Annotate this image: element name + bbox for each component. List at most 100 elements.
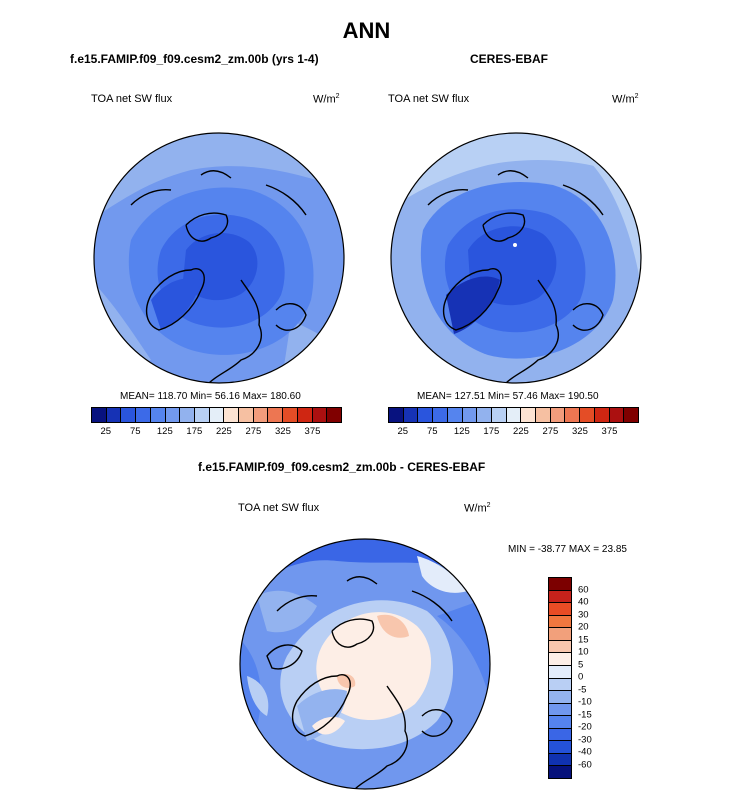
colorbar-swatch [549,691,571,704]
colorbar-swatch [549,603,571,616]
colorbar-tick-label: 225 [512,426,529,437]
right-colorbar-ticks: 25 75 125 175 225 275 325 375 [388,426,639,440]
colorbar-swatch [462,408,478,422]
colorbar-tick-label: -15 [578,709,592,720]
colorbar-tick-label: -10 [578,696,592,708]
colorbar-swatch [491,408,507,422]
colorbar-swatch [550,408,566,422]
colorbar-tick-label: 225 [215,426,232,437]
colorbar-swatch [549,590,571,604]
colorbar-swatch [92,408,107,422]
diff-colorbar-ticks: 60 40 30 20 15 10 5 0 -5 -10 -15 -20 -30 -40 -60 [0,0,592,770]
colorbar-swatch [121,408,137,422]
colorbar-swatch [239,408,254,422]
colorbar-tick-label: -20 [578,721,592,733]
colorbar-tick-label: 175 [186,426,203,437]
colorbar-swatch [180,408,195,422]
colorbar-swatch [136,408,151,422]
colorbar-tick-label: 375 [304,426,321,437]
left-units-label: W/m2 [313,93,340,106]
colorbar-tick-label: 75 [129,426,141,437]
colorbar-swatch [297,408,313,422]
colorbar-swatch [549,640,571,654]
left-variable-label: TOA net SW flux [91,93,173,105]
colorbar-swatch [594,408,610,422]
colorbar-swatch [165,408,181,422]
colorbar-swatch [283,408,298,422]
right-polar-map [390,132,642,384]
colorbar-tick-label: 0 [578,671,584,683]
right-panel-title: CERES-EBAF [470,52,549,66]
colorbar-swatch [268,408,284,422]
colorbar-swatch [433,408,448,422]
colorbar-tick-label: 40 [578,596,589,608]
colorbar-swatch [253,408,269,422]
colorbar-tick-label: 325 [275,426,291,437]
colorbar-swatch [549,753,571,767]
colorbar-swatch [624,408,638,422]
colorbar-tick-label: 125 [156,426,173,437]
colorbar-swatch [477,408,492,422]
colorbar-tick-label: -40 [578,746,592,758]
colorbar-swatch [549,766,571,778]
left-colorbar [91,407,342,423]
colorbar-tick-label: 25 [100,426,112,437]
diff-minmax: MIN = -38.77 MAX = 23.85 [508,544,627,555]
right-stats: MEAN= 127.51 Min= 57.46 Max= 190.50 [417,391,599,402]
colorbar-tick-label: -30 [578,734,592,745]
colorbar-swatch [389,408,404,422]
colorbar-swatch [447,408,463,422]
colorbar-swatch [549,578,571,591]
colorbar-swatch [209,408,225,422]
left-panel-title: f.e15.FAMIP.f09_f09.cesm2_zm.00b (yrs 1-… [70,52,319,66]
colorbar-swatch [549,678,571,692]
colorbar-tick-label: 30 [578,609,589,620]
colorbar-tick-label: 325 [572,426,588,437]
right-variable-label: TOA net SW flux [388,93,470,105]
diff-colorbar [548,577,572,779]
left-colorbar-ticks: 25 75 125 175 225 275 325 375 [91,426,342,440]
colorbar-swatch [580,408,595,422]
colorbar-tick-label: 15 [578,634,589,645]
left-polar-map [93,132,345,384]
colorbar-swatch [312,408,328,422]
colorbar-swatch [549,628,571,641]
colorbar-tick-label: 275 [542,426,559,437]
colorbar-swatch [224,408,240,422]
colorbar-tick-label: -60 [578,759,592,770]
colorbar-swatch [549,665,571,679]
colorbar-tick-label: 20 [578,621,589,633]
colorbar-swatch [194,408,210,422]
colorbar-swatch [549,716,571,729]
colorbar-swatch [549,741,571,754]
colorbar-tick-label: 60 [578,584,589,595]
colorbar-swatch [521,408,537,422]
diff-polar-map [239,538,491,790]
colorbar-tick-label: -5 [578,684,587,695]
diff-variable-label: TOA net SW flux [238,502,320,514]
colorbar-swatch [549,653,571,666]
colorbar-swatch [403,408,419,422]
colorbar-swatch [150,408,166,422]
colorbar-tick-label: 5 [578,659,584,670]
colorbar-tick-label: 125 [453,426,470,437]
colorbar-swatch [565,408,581,422]
colorbar-tick-label: 10 [578,646,589,658]
right-colorbar [388,407,639,423]
colorbar-tick-label: 25 [397,426,409,437]
colorbar-swatch [536,408,551,422]
diff-panel-title: f.e15.FAMIP.f09_f09.cesm2_zm.00b - CERES… [198,460,486,474]
colorbar-tick-label: 75 [426,426,438,437]
colorbar-swatch [418,408,434,422]
colorbar-swatch [506,408,522,422]
right-units-label: W/m2 [612,93,639,106]
colorbar-tick-label: 375 [601,426,618,437]
colorbar-swatch [549,703,571,717]
left-stats: MEAN= 118.70 Min= 56.16 Max= 180.60 [120,391,301,402]
colorbar-tick-label: 175 [483,426,500,437]
figure-title: ANN [342,18,391,43]
colorbar-tick-label: 275 [245,426,262,437]
colorbar-swatch [549,615,571,629]
colorbar-swatch [609,408,625,422]
colorbar-swatch [327,408,341,422]
